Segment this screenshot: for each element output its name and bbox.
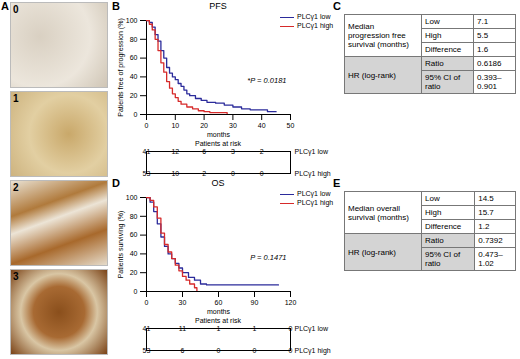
svg-text:40: 40 bbox=[130, 73, 138, 80]
html-text:Low: Low bbox=[425, 194, 440, 203]
html-text:0.7392: 0.7392 bbox=[478, 236, 503, 245]
html-text:Ratio: Ratio bbox=[425, 236, 444, 245]
html-text:High: High bbox=[425, 31, 442, 40]
svg-text:41: 41 bbox=[143, 148, 151, 155]
html-text:Ratio: Ratio bbox=[425, 59, 444, 68]
html-text:95% CI of ratio: 95% CI of ratio bbox=[425, 250, 461, 268]
svg-text:40: 40 bbox=[130, 250, 138, 257]
svg-text:60: 60 bbox=[130, 54, 138, 61]
html-text:2: 2 bbox=[13, 182, 19, 193]
svg-text:80: 80 bbox=[130, 36, 138, 43]
svg-text:0: 0 bbox=[134, 288, 138, 295]
html-text:PLCγ1 low: PLCγ1 low bbox=[297, 13, 331, 20]
html-text:Median overall survival (month: Median overall survival (months) bbox=[348, 203, 409, 222]
html-text:95% CI of ratio: 95% CI of ratio bbox=[425, 73, 461, 91]
html-text:HR (log-rank): HR (log-rank) bbox=[348, 247, 396, 257]
html-text:High: High bbox=[425, 208, 442, 217]
svg-text:1: 1 bbox=[253, 325, 257, 332]
svg-text:10: 10 bbox=[171, 170, 179, 177]
html-text:HR (log-rank): HR (log-rank) bbox=[348, 70, 396, 80]
svg-text:Patients free of progression (: Patients free of progression (%) bbox=[117, 18, 125, 116]
svg-text:53: 53 bbox=[143, 347, 151, 354]
html-text:0.6186: 0.6186 bbox=[477, 59, 502, 68]
svg-text:0: 0 bbox=[217, 347, 221, 354]
svg-text:53: 53 bbox=[143, 170, 151, 177]
html-text:PLCγ1 low: PLCγ1 low bbox=[297, 190, 331, 197]
html-text:E: E bbox=[333, 177, 341, 189]
svg-text:P = 0.1471: P = 0.1471 bbox=[250, 253, 286, 262]
html-text:C: C bbox=[333, 0, 341, 12]
html-text:Difference: Difference bbox=[425, 45, 462, 54]
html-text:15.7: 15.7 bbox=[478, 208, 494, 217]
svg-text:41: 41 bbox=[143, 325, 151, 332]
html-text:Difference: Difference bbox=[425, 222, 462, 231]
html-text:Patients at risk: Patients at risk bbox=[195, 140, 241, 147]
svg-text:120: 120 bbox=[285, 299, 297, 306]
svg-text:12: 12 bbox=[171, 148, 179, 155]
html-text:PLCγ1 high: PLCγ1 high bbox=[297, 22, 334, 29]
svg-text:PLCγ1 low: PLCγ1 low bbox=[295, 325, 329, 333]
svg-text:months: months bbox=[207, 308, 230, 315]
svg-text:20: 20 bbox=[130, 269, 138, 276]
svg-text:0: 0 bbox=[134, 111, 138, 118]
html-text:14.5: 14.5 bbox=[478, 194, 494, 203]
svg-text:0: 0 bbox=[231, 170, 235, 177]
html-text:3: 3 bbox=[13, 271, 19, 282]
svg-text:20: 20 bbox=[200, 122, 208, 129]
svg-text:0: 0 bbox=[289, 325, 293, 332]
svg-text:30: 30 bbox=[179, 299, 187, 306]
svg-text:6: 6 bbox=[202, 148, 206, 155]
html-text:1.2: 1.2 bbox=[478, 222, 490, 231]
svg-text:60: 60 bbox=[215, 299, 223, 306]
svg-text:months: months bbox=[207, 131, 230, 138]
svg-text:20: 20 bbox=[130, 92, 138, 99]
html-text:D: D bbox=[112, 177, 120, 189]
svg-text:PLCγ1 high: PLCγ1 high bbox=[295, 170, 331, 178]
svg-text:40: 40 bbox=[258, 122, 266, 129]
svg-text:6: 6 bbox=[181, 347, 185, 354]
html-text:5.5: 5.5 bbox=[477, 31, 489, 40]
html-text:Median progression free surviv: Median progression free survival (months… bbox=[348, 22, 409, 49]
svg-text:11: 11 bbox=[179, 325, 186, 332]
svg-text:0: 0 bbox=[145, 122, 149, 129]
svg-text:50: 50 bbox=[287, 122, 295, 129]
svg-text:90: 90 bbox=[251, 299, 259, 306]
svg-text:100: 100 bbox=[126, 17, 138, 24]
svg-text:0: 0 bbox=[145, 299, 149, 306]
html-text:B: B bbox=[112, 0, 120, 12]
svg-text:*P = 0.0181: *P = 0.0181 bbox=[247, 76, 286, 85]
svg-text:0: 0 bbox=[289, 347, 293, 354]
html-text:PFS: PFS bbox=[209, 1, 227, 11]
svg-text:3: 3 bbox=[231, 148, 235, 155]
html-text:0.393–0.901: 0.393–0.901 bbox=[477, 73, 502, 91]
svg-text:80: 80 bbox=[130, 213, 138, 220]
svg-text:0: 0 bbox=[253, 347, 257, 354]
html-text:PLCγ1 high: PLCγ1 high bbox=[297, 199, 334, 206]
html-text:7.1: 7.1 bbox=[477, 17, 489, 26]
svg-text:60: 60 bbox=[130, 231, 138, 238]
html-text:0.473–1.02: 0.473–1.02 bbox=[478, 250, 503, 268]
html-text:OS: OS bbox=[211, 178, 225, 188]
html-text:Low: Low bbox=[425, 17, 440, 26]
svg-text:Patients surviving (%): Patients surviving (%) bbox=[117, 211, 125, 279]
svg-text:PLCγ1 low: PLCγ1 low bbox=[295, 148, 329, 156]
svg-text:30: 30 bbox=[229, 122, 237, 129]
svg-text:100: 100 bbox=[126, 194, 138, 201]
svg-text:2: 2 bbox=[202, 170, 206, 177]
html-text:A 0: A 0 bbox=[1, 0, 19, 15]
html-text:1.6: 1.6 bbox=[477, 45, 489, 54]
svg-text:2: 2 bbox=[260, 148, 264, 155]
html-text:Patients at risk: Patients at risk bbox=[195, 317, 241, 324]
svg-text:10: 10 bbox=[171, 122, 179, 129]
svg-text:0: 0 bbox=[260, 170, 264, 177]
html-text:1: 1 bbox=[13, 93, 19, 104]
svg-text:PLCγ1 high: PLCγ1 high bbox=[295, 347, 331, 355]
svg-text:1: 1 bbox=[217, 325, 221, 332]
